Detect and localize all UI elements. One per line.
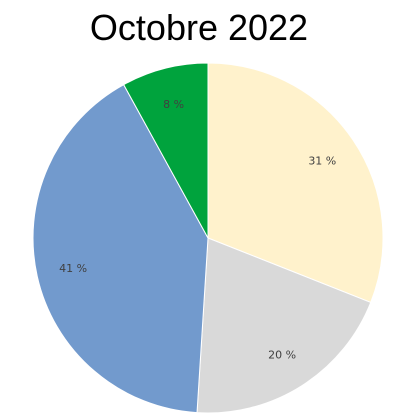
- pie-slice: [32, 83, 209, 414]
- chart-title: Octobre 2022: [89, 7, 309, 48]
- slice-data-label: 31 %: [308, 154, 336, 167]
- slice-data-label: 8 %: [163, 98, 184, 111]
- slice-data-label: 20 %: [268, 349, 296, 362]
- pie-slice: [123, 62, 209, 239]
- pie-slice: [207, 62, 384, 304]
- slice-data-label: 41 %: [59, 262, 87, 275]
- pie-slice: [196, 237, 372, 414]
